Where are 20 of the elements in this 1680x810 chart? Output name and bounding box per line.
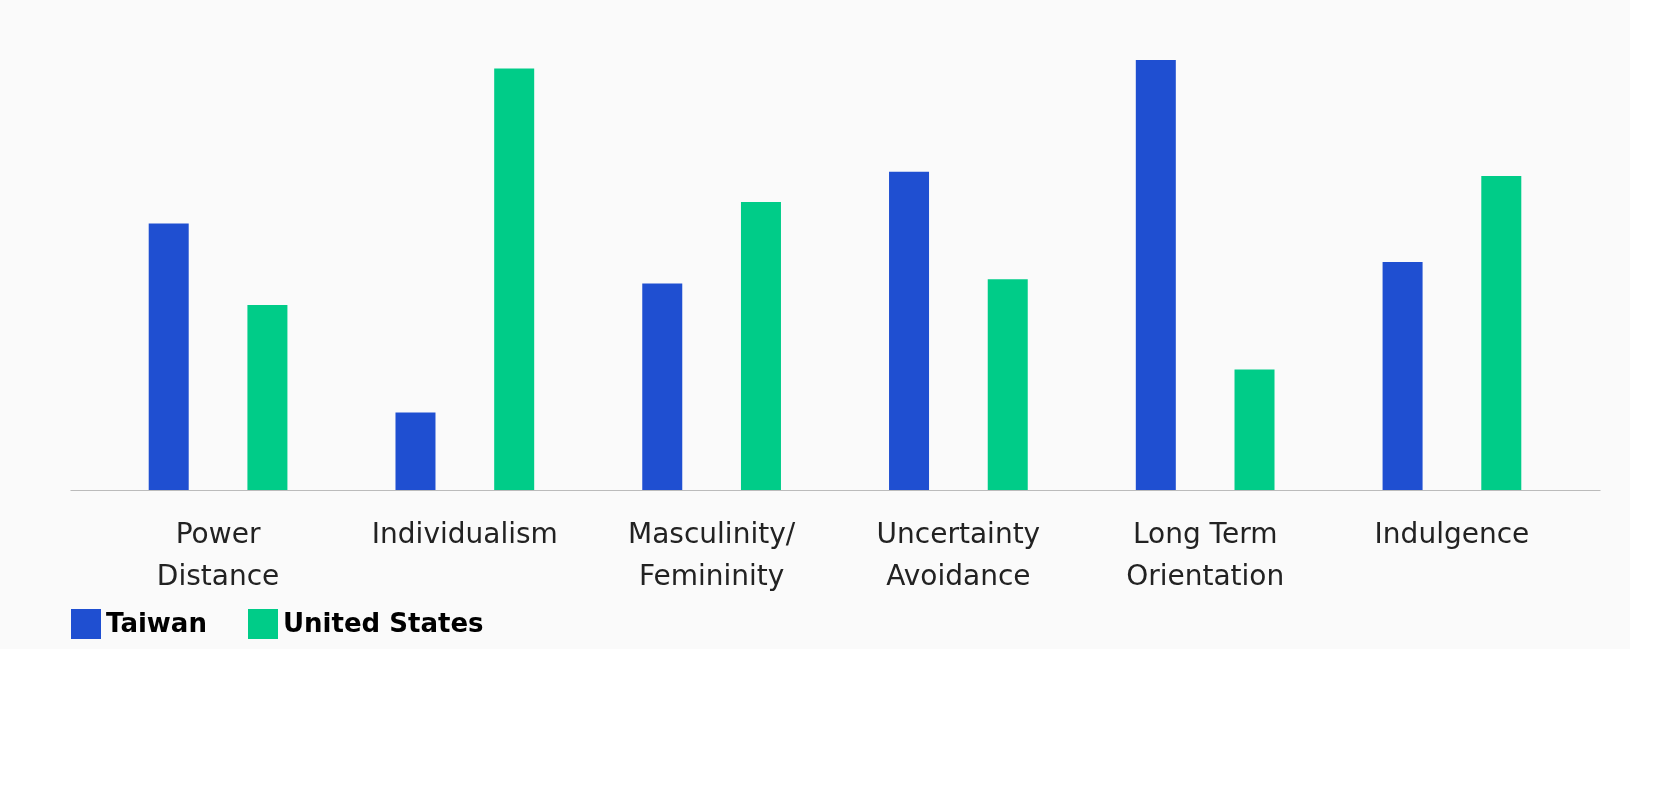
bar (1382, 262, 1423, 490)
x-tick-label: Power Distance (156, 516, 280, 592)
x-tick-label: Masculinity/ Femininity (628, 516, 796, 592)
legend-label: Taiwan (106, 608, 207, 638)
x-tick-label: Uncertainty Avoidance (876, 516, 1041, 592)
bar (740, 201, 781, 490)
bar (494, 68, 535, 490)
bar (1135, 60, 1176, 490)
x-tick-label: Long Term Orientation (1126, 516, 1285, 592)
bar (395, 412, 436, 490)
bar (987, 279, 1028, 490)
bar (1481, 176, 1522, 490)
bar (642, 283, 683, 490)
legend-label: United States (283, 608, 484, 638)
x-tick-label: Indulgence (1374, 516, 1530, 550)
bar (247, 305, 288, 490)
bar (889, 171, 930, 490)
bar (148, 223, 189, 490)
bar (1234, 369, 1275, 490)
x-tick-label: Individualism (371, 516, 558, 550)
